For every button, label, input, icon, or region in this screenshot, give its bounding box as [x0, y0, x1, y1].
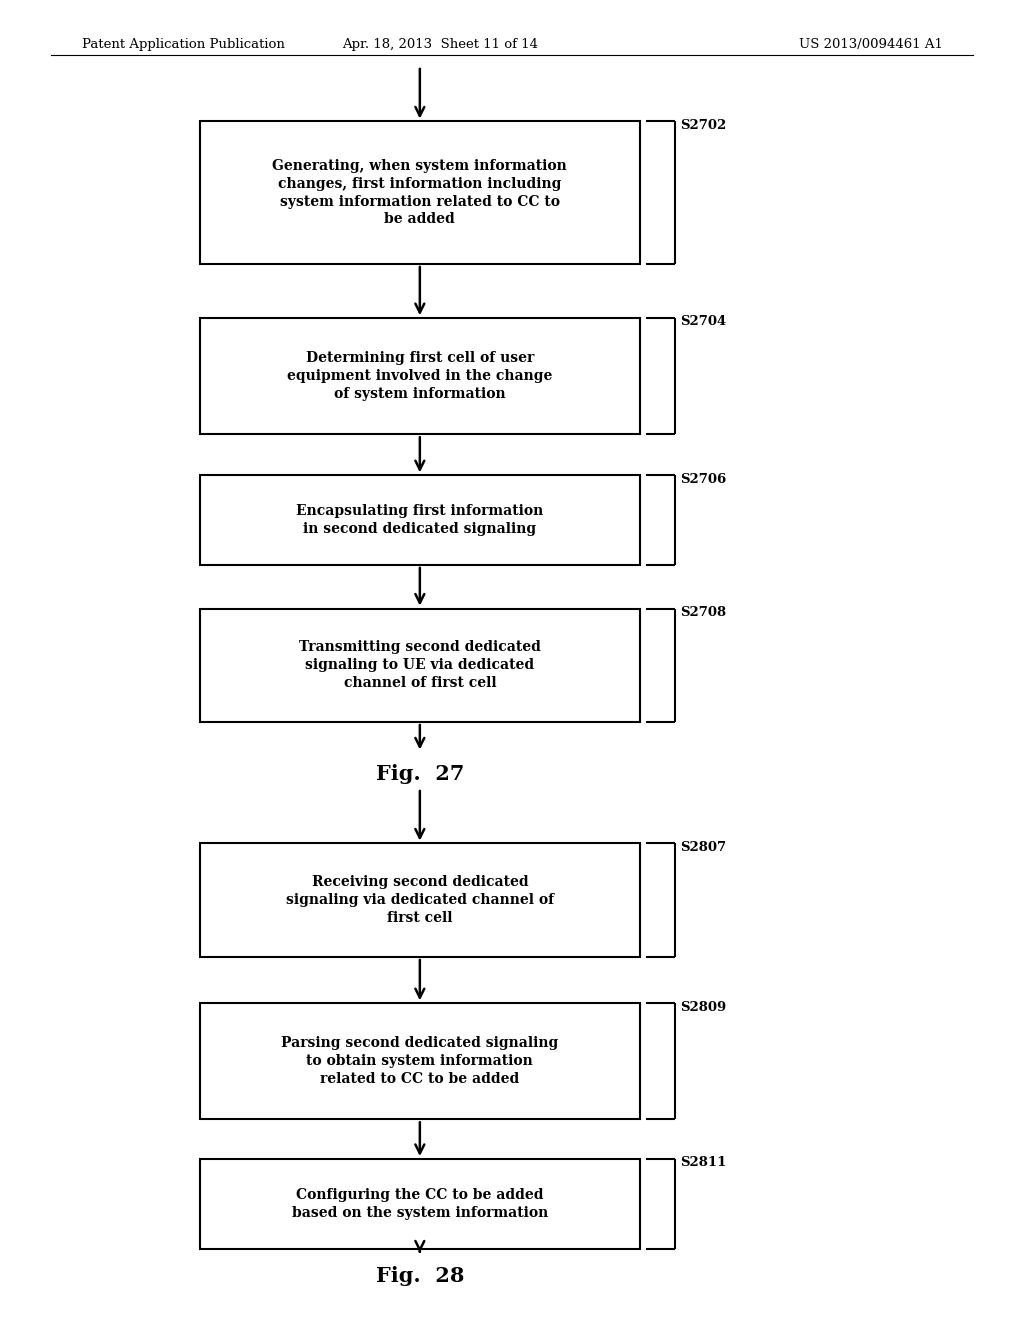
Text: S2809: S2809	[680, 1001, 726, 1014]
Text: Patent Application Publication: Patent Application Publication	[82, 38, 285, 51]
Text: S2702: S2702	[680, 119, 726, 132]
Text: S2704: S2704	[680, 315, 726, 329]
Text: Generating, when system information
changes, first information including
system : Generating, when system information chan…	[272, 158, 567, 227]
Text: Transmitting second dedicated
signaling to UE via dedicated
channel of first cel: Transmitting second dedicated signaling …	[299, 640, 541, 690]
FancyBboxPatch shape	[200, 475, 640, 565]
Text: S2706: S2706	[680, 473, 726, 486]
Text: Determining first cell of user
equipment involved in the change
of system inform: Determining first cell of user equipment…	[287, 351, 553, 401]
FancyBboxPatch shape	[200, 1003, 640, 1119]
FancyBboxPatch shape	[200, 1159, 640, 1249]
Text: US 2013/0094461 A1: US 2013/0094461 A1	[799, 38, 943, 51]
Text: S2807: S2807	[680, 841, 726, 854]
Text: Fig.  27: Fig. 27	[376, 763, 464, 784]
FancyBboxPatch shape	[200, 121, 640, 264]
Text: S2811: S2811	[680, 1156, 726, 1170]
Text: Apr. 18, 2013  Sheet 11 of 14: Apr. 18, 2013 Sheet 11 of 14	[342, 38, 539, 51]
Text: Fig.  28: Fig. 28	[376, 1266, 464, 1287]
FancyBboxPatch shape	[200, 609, 640, 722]
Text: Configuring the CC to be added
based on the system information: Configuring the CC to be added based on …	[292, 1188, 548, 1220]
Text: Parsing second dedicated signaling
to obtain system information
related to CC to: Parsing second dedicated signaling to ob…	[282, 1036, 558, 1086]
Text: S2708: S2708	[680, 606, 726, 619]
Text: Encapsulating first information
in second dedicated signaling: Encapsulating first information in secon…	[296, 504, 544, 536]
FancyBboxPatch shape	[200, 318, 640, 434]
FancyBboxPatch shape	[200, 843, 640, 957]
Text: Receiving second dedicated
signaling via dedicated channel of
first cell: Receiving second dedicated signaling via…	[286, 875, 554, 925]
